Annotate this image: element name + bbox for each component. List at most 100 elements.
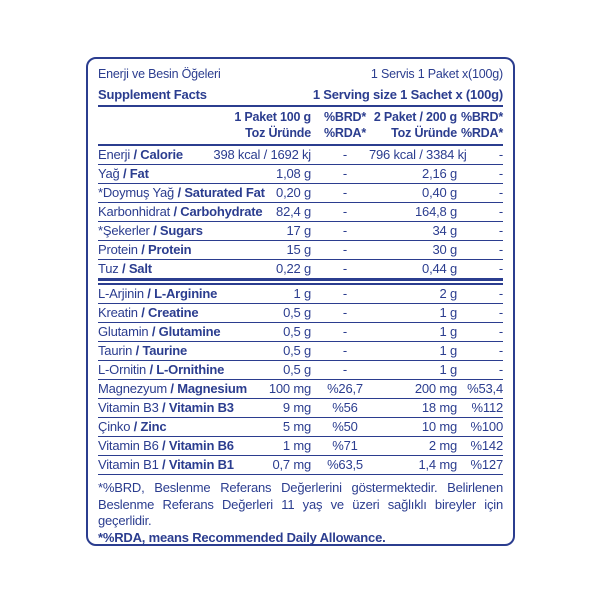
brd-rda-per-1-paket: %50 — [332, 419, 358, 434]
nutrient-name-turkish: *Doymuş Yağ — [98, 185, 178, 200]
nutrient-name-turkish: Vitamin B3 — [98, 400, 163, 415]
brd-rda-per-1-paket: - — [342, 147, 348, 162]
nutrient-name: *Şekerler / Sugars — [98, 222, 213, 240]
amount-per-1-paket: 0,20 g — [276, 185, 311, 200]
amount-per-1-paket: 17 g — [286, 223, 311, 238]
brd-rda-per-2-paket: - — [498, 185, 503, 200]
nutrient-name-english: / Protein — [141, 242, 192, 257]
nutrient-name: L-Arjinin / L-Arginine — [98, 285, 217, 303]
nutrient-name-turkish: *Şekerler — [98, 223, 154, 238]
nutrient-name: Magnezyum / Magnesium — [98, 380, 247, 398]
amount-per-2-paket: 1 g — [439, 324, 458, 339]
nutrient-name: Çinko / Zinc — [98, 418, 213, 436]
nutrient-row: Taurin / Taurine 0,5 g - 1 g - — [98, 342, 503, 361]
brd-rda-per-1-paket: - — [342, 261, 348, 276]
column-header-line: %BRD* — [460, 110, 503, 124]
brd-rda-per-2-paket: - — [498, 147, 503, 162]
brd-rda-per-2-paket: - — [498, 242, 503, 257]
label-title-turkish: Enerji ve Besin Öğeleri — [98, 66, 221, 81]
nutrient-name-english: / Fat — [122, 166, 149, 181]
amount-per-2-paket: 34 g — [432, 223, 457, 238]
amount-per-1-paket: 5 mg — [282, 419, 311, 434]
amount-per-1-paket: 1,08 g — [276, 166, 311, 181]
brd-rda-per-1-paket: - — [342, 324, 348, 339]
nutrient-name-turkish: Vitamin B6 — [98, 438, 163, 453]
brd-rda-per-2-paket: - — [498, 204, 503, 219]
amount-per-2-paket: 18 mg — [421, 400, 457, 415]
brd-rda-per-1-paket: - — [342, 223, 348, 238]
column-header-brd-2: %BRD* %RDA* — [457, 109, 503, 141]
nutrient-row: L-Arjinin / L-Arginine 1 g - 2 g - — [98, 285, 503, 304]
amount-per-2-paket: 1 g — [439, 305, 458, 320]
column-header-per-2-paket: 2 Paket / 200 g Toz Üründe — [369, 109, 457, 141]
nutrient-name-english: / Vitamin B1 — [162, 457, 234, 472]
nutrient-row: Çinko / Zinc 5 mg %50 10 mg %100 — [98, 418, 503, 437]
nutrient-row: *Şekerler / Sugars 17 g - 34 g - — [98, 222, 503, 241]
nutrient-name: Yağ / Fat — [98, 165, 213, 183]
brd-rda-per-1-paket: - — [342, 343, 348, 358]
amount-per-1-paket: 0,22 g — [276, 261, 311, 276]
nutrient-name-turkish: Karbonhidrat — [98, 204, 174, 219]
amount-per-1-paket: 0,5 g — [283, 362, 311, 377]
nutrient-row: Protein / Protein 15 g - 30 g - — [98, 241, 503, 260]
footnote-brd: *%BRD, Beslenme Referans Değerlerini gös… — [98, 480, 503, 528]
brd-rda-per-2-paket: - — [498, 261, 503, 276]
brd-rda-per-2-paket: %142 — [470, 438, 504, 453]
nutrient-name: Tuz / Salt — [98, 260, 213, 278]
section-divider-double-rule — [98, 279, 503, 285]
brd-rda-per-2-paket: %127 — [470, 457, 504, 472]
nutrient-name-turkish: Tuz — [98, 261, 123, 276]
nutrient-row: Yağ / Fat 1,08 g - 2,16 g - — [98, 165, 503, 184]
brd-rda-per-2-paket: - — [498, 362, 503, 377]
nutrient-name-english: / Sugars — [153, 223, 203, 238]
nutrient-name-english: / Vitamin B3 — [162, 400, 234, 415]
brd-rda-per-1-paket: %71 — [332, 438, 358, 453]
column-header-line: 2 Paket / 200 g — [373, 110, 457, 124]
amount-per-2-paket: 1 g — [439, 343, 458, 358]
amount-per-2-paket: 0,44 g — [422, 261, 457, 276]
header-row-english: Supplement Facts 1 Serving size 1 Sachet… — [98, 84, 503, 105]
nutrient-row: *Doymuş Yağ / Saturated Fat 0,20 g - 0,40 g… — [98, 184, 503, 203]
nutrient-row: Glutamin / Glutamine 0,5 g - 1 g - — [98, 323, 503, 342]
brd-rda-per-1-paket: %63,5 — [327, 457, 363, 472]
nutrient-name-english: / Taurine — [135, 343, 188, 358]
nutrient-row: L-Ornitin / L-Ornithine 0,5 g - 1 g - — [98, 361, 503, 380]
column-header-line: %RDA* — [323, 126, 367, 140]
brd-rda-per-1-paket: - — [342, 242, 348, 257]
brd-rda-per-2-paket: - — [498, 343, 503, 358]
nutrient-name: Enerji / Calorie — [98, 146, 213, 164]
nutrient-name-english: / Carbohydrate — [173, 204, 263, 219]
nutrient-name-english: / Saturated Fat — [177, 185, 265, 200]
supplement-facts-panel: Enerji ve Besin Öğeleri 1 Servis 1 Paket… — [86, 57, 515, 546]
footnotes: *%BRD, Beslenme Referans Değerlerini gös… — [98, 475, 503, 545]
serving-info-english: 1 Serving size 1 Sachet x (100g) — [312, 87, 503, 102]
brd-rda-per-2-paket: - — [498, 166, 503, 181]
nutrient-name-english: / Calorie — [133, 147, 183, 162]
brd-rda-per-2-paket: - — [498, 305, 503, 320]
nutrient-name: Taurin / Taurine — [98, 342, 213, 360]
nutrient-name-turkish: L-Ornitin — [98, 362, 150, 377]
amount-per-1-paket: 82,4 g — [276, 204, 311, 219]
amount-per-1-paket: 0,5 g — [283, 324, 311, 339]
header-row-turkish: Enerji ve Besin Öğeleri 1 Servis 1 Paket… — [98, 63, 503, 84]
nutrient-name-english: / Magnesium — [170, 381, 247, 396]
nutrient-row: Magnezyum / Magnesium 100 mg %26,7 200 mg %5… — [98, 380, 503, 399]
nutrient-row: Tuz / Salt 0,22 g - 0,44 g - — [98, 260, 503, 279]
nutrient-name: Vitamin B3 / Vitamin B3 — [98, 399, 234, 417]
nutrient-table-body: Enerji / Calorie 398 kcal / 1692 kj -796 k… — [98, 146, 503, 475]
amount-per-2-paket: 2,16 g — [422, 166, 457, 181]
nutrient-name-turkish: Enerji — [98, 147, 134, 162]
footnote-rda: *%RDA, means Recommended Daily Allowance… — [98, 529, 386, 545]
nutrient-row: Vitamin B6 / Vitamin B6 1 mg %71 2 mg %142 — [98, 437, 503, 456]
amount-per-1-paket: 15 g — [286, 242, 311, 257]
amount-per-2-paket: 164,8 g — [415, 204, 457, 219]
brd-rda-per-2-paket: - — [498, 324, 503, 339]
nutrient-name-turkish: Çinko — [98, 419, 134, 434]
nutrient-name: Glutamin / Glutamine — [98, 323, 221, 341]
nutrient-row: Enerji / Calorie 398 kcal / 1692 kj -796 k… — [98, 146, 503, 165]
column-header-per-1-paket: 1 Paket 100 g Toz Üründe — [213, 109, 311, 141]
nutrient-name-english: / Creatine — [141, 305, 199, 320]
nutrient-name-turkish: Magnezyum — [98, 381, 171, 396]
nutrient-row: Vitamin B1 / Vitamin B1 0,7 mg %63,5 1,4 mg… — [98, 456, 503, 475]
nutrient-name-english: / Vitamin B6 — [162, 438, 234, 453]
